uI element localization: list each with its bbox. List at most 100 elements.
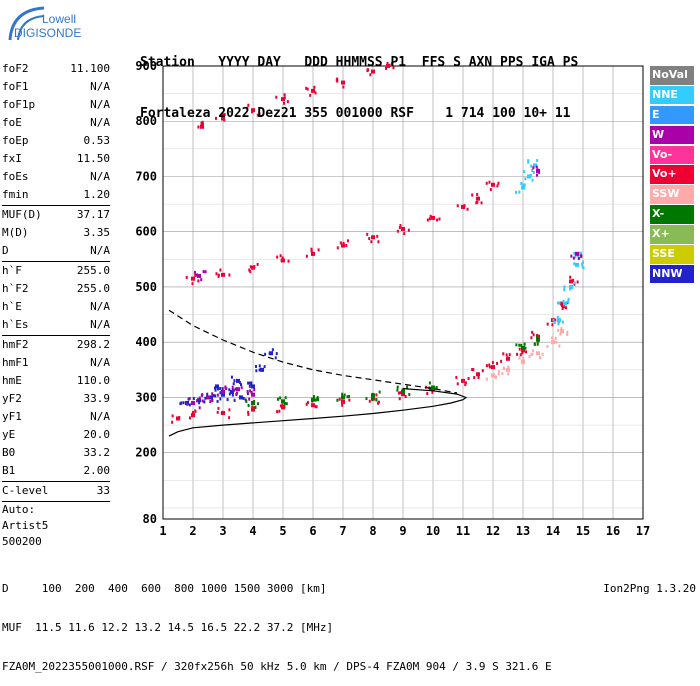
x-tick-label: 14 bbox=[546, 524, 560, 538]
data-point bbox=[557, 328, 560, 332]
data-point bbox=[569, 287, 572, 291]
data-point bbox=[431, 390, 434, 394]
param-row: h`F2 255.0 bbox=[2, 280, 110, 298]
data-point bbox=[315, 405, 318, 409]
data-point bbox=[399, 391, 402, 395]
data-point bbox=[401, 388, 404, 392]
data-point bbox=[491, 361, 494, 365]
data-point bbox=[194, 273, 197, 277]
data-point bbox=[228, 416, 231, 420]
data-point bbox=[341, 243, 345, 248]
data-point bbox=[481, 369, 484, 373]
param-value: N/A bbox=[90, 410, 110, 423]
data-point bbox=[401, 392, 405, 397]
data-point bbox=[555, 340, 558, 344]
data-point bbox=[314, 405, 317, 409]
legend-item: X+ bbox=[650, 225, 694, 244]
data-point bbox=[312, 395, 315, 399]
data-point bbox=[281, 403, 284, 407]
data-point bbox=[240, 386, 243, 390]
distance-row: D 100 200 400 600 800 1000 1500 3000 [km… bbox=[2, 582, 327, 595]
data-point bbox=[581, 265, 584, 269]
param-separator bbox=[2, 205, 110, 206]
data-point bbox=[176, 417, 179, 421]
data-point bbox=[567, 300, 570, 304]
data-point bbox=[456, 204, 459, 208]
data-point bbox=[566, 330, 569, 334]
data-point bbox=[370, 240, 373, 244]
data-point bbox=[531, 349, 534, 353]
data-point bbox=[200, 124, 204, 129]
data-point bbox=[258, 112, 261, 116]
data-point bbox=[186, 402, 189, 406]
legend-item: NNE bbox=[650, 85, 694, 105]
data-point bbox=[225, 387, 228, 391]
header-labels: Station YYYY DAY DDD HHMMSS P1 FFS S AXN… bbox=[140, 55, 579, 70]
data-point bbox=[281, 256, 284, 260]
param-name: h`E bbox=[2, 300, 22, 313]
data-point bbox=[404, 395, 407, 399]
data-point bbox=[226, 398, 229, 402]
data-point bbox=[488, 363, 491, 367]
param-name: h`Es bbox=[2, 318, 29, 331]
data-point bbox=[224, 385, 227, 389]
data-point bbox=[198, 406, 201, 410]
data-point bbox=[531, 330, 534, 334]
data-point bbox=[233, 398, 236, 402]
data-point bbox=[401, 389, 405, 394]
param-separator bbox=[2, 481, 110, 482]
data-point bbox=[523, 342, 526, 346]
polarization-legend: NoVal NNE E W Vo- Vo+ SSW X- X+ SSE NNW bbox=[650, 66, 694, 285]
data-point bbox=[217, 387, 220, 391]
param-name: fxI bbox=[2, 152, 22, 165]
data-point bbox=[553, 320, 556, 324]
data-point bbox=[196, 399, 199, 403]
param-name: C-level bbox=[2, 484, 49, 497]
param-value: 3.35 bbox=[83, 226, 111, 239]
data-point bbox=[488, 180, 491, 184]
data-point bbox=[336, 246, 339, 250]
data-point bbox=[557, 322, 560, 326]
legend-item: W bbox=[650, 125, 694, 145]
data-point bbox=[209, 395, 213, 400]
data-point bbox=[251, 265, 255, 270]
data-point bbox=[281, 405, 285, 410]
data-point bbox=[228, 392, 231, 396]
data-point bbox=[251, 407, 255, 412]
data-point bbox=[336, 398, 339, 402]
data-point bbox=[247, 404, 250, 408]
data-point bbox=[221, 410, 225, 415]
data-point bbox=[316, 396, 319, 400]
legend-item: SSE bbox=[650, 245, 694, 264]
data-point bbox=[497, 370, 500, 374]
data-point bbox=[532, 333, 535, 337]
param-row: hmF2 298.2 bbox=[2, 336, 110, 354]
data-point bbox=[403, 232, 406, 236]
data-point bbox=[491, 365, 495, 370]
param-value: 0.53 bbox=[83, 134, 111, 147]
data-point bbox=[565, 306, 568, 310]
data-point bbox=[521, 345, 525, 350]
data-point bbox=[206, 395, 210, 400]
data-point bbox=[214, 388, 217, 392]
param-value: N/A bbox=[90, 356, 110, 369]
data-point bbox=[194, 410, 197, 414]
auto-scaling-text: Auto: bbox=[2, 503, 36, 516]
param-row: h`E N/A bbox=[2, 298, 110, 316]
data-point bbox=[401, 226, 405, 231]
data-point bbox=[287, 259, 290, 263]
data-point bbox=[231, 393, 234, 397]
data-point bbox=[456, 382, 459, 386]
x-tick-label: 4 bbox=[249, 524, 256, 538]
data-point bbox=[508, 353, 511, 357]
data-point bbox=[520, 181, 523, 185]
data-point bbox=[348, 398, 351, 402]
data-point bbox=[246, 106, 249, 110]
data-point bbox=[197, 125, 200, 129]
data-point bbox=[527, 174, 531, 179]
param-value: 255.0 bbox=[76, 264, 110, 277]
electron-density-profile-line bbox=[168, 388, 468, 437]
param-name: hmF1 bbox=[2, 356, 29, 369]
data-point bbox=[221, 390, 224, 394]
data-point bbox=[221, 392, 225, 397]
